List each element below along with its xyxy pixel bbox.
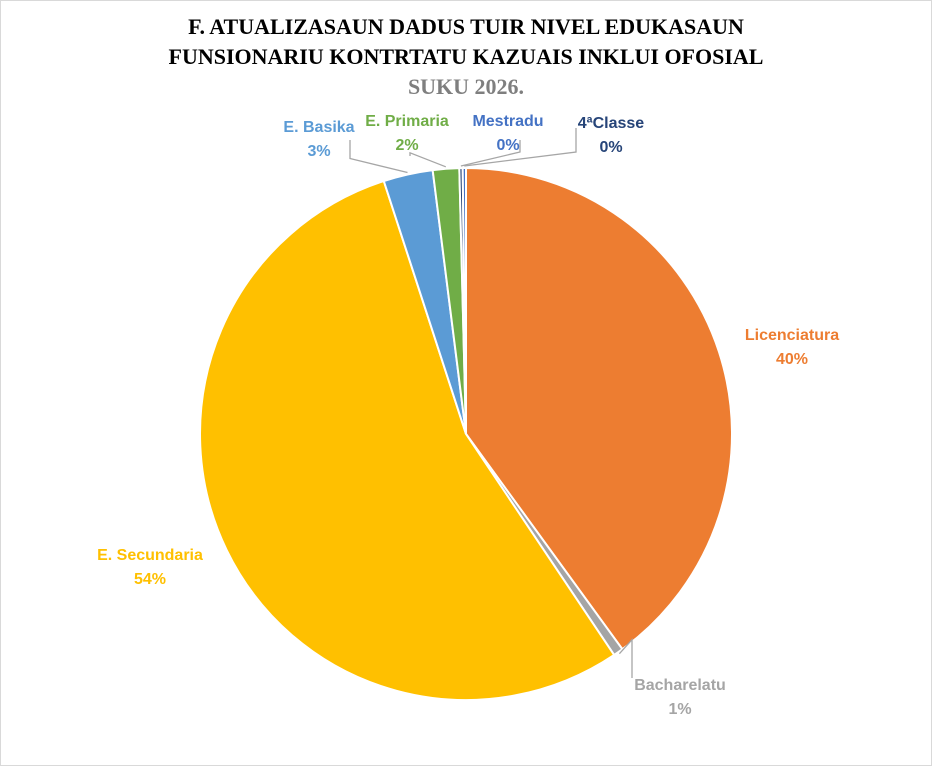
data-label-name-licenciatura: Licenciatura — [745, 327, 839, 344]
pie-slice-4-classe — [461, 166, 467, 435]
leader-line-mestradu — [460, 140, 521, 167]
data-label-value-e-primaria: 2% — [395, 137, 418, 154]
leader-line-e-basika — [349, 140, 408, 174]
chart-title-line-2: FUNSIONARIU KONTRTATU KAZUAIS INKLUI OFO… — [168, 44, 764, 69]
data-label-value-mestradu: 0% — [496, 137, 519, 154]
leader-line-4-classe — [464, 128, 577, 167]
data-label-name-mestradu: Mestradu — [472, 113, 543, 130]
data-label-value-licenciatura: 40% — [776, 351, 808, 368]
leader-line-e-primaria — [409, 151, 447, 168]
pie-slice-e-secundaria — [199, 179, 616, 701]
data-label-value-4-classe: 0% — [599, 139, 622, 156]
chart-title-line-1: F. ATUALIZASAUN DADUS TUIR NIVEL EDUKASA… — [188, 14, 744, 39]
chart-subtitle: SUKU 2026. — [407, 74, 525, 99]
data-label-name-4-classe: 4ªClasse — [578, 115, 645, 132]
chart-title: F. ATUALIZASAUN DADUS TUIR NIVEL EDUKASA… — [0, 12, 932, 102]
data-label-value-e-secundaria: 54% — [134, 571, 166, 588]
data-label-name-e-secundaria: E. Secundaria — [97, 547, 203, 564]
data-label-value-e-basika: 3% — [307, 143, 330, 160]
data-label-name-e-basika: E. Basika — [283, 119, 354, 136]
pie-slice-licenciatura — [465, 166, 733, 651]
data-label-name-e-primaria: E. Primaria — [365, 113, 449, 130]
leader-line-bacharelatu — [618, 638, 633, 678]
data-label-name-bacharelatu: Bacharelatu — [634, 677, 726, 694]
data-label-value-bacharelatu: 1% — [668, 701, 691, 718]
